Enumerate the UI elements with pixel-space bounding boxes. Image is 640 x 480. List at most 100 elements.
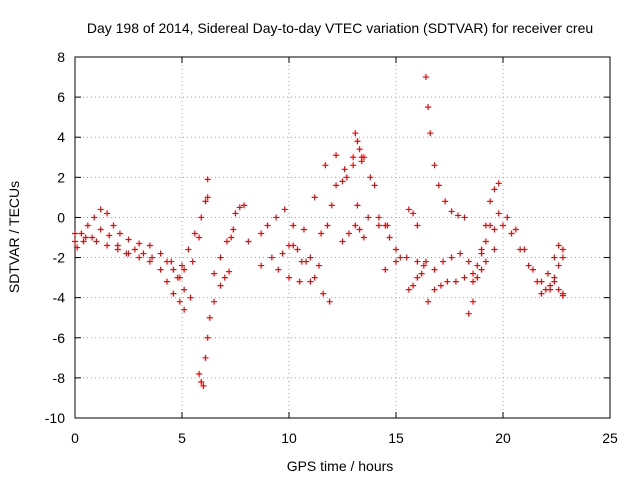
data-point (241, 202, 248, 209)
data-point (191, 230, 198, 237)
data-point (474, 262, 481, 269)
data-point (470, 270, 477, 277)
data-point (393, 246, 399, 253)
data-point (322, 162, 329, 169)
series-track-j (258, 152, 404, 269)
data-point (311, 194, 318, 201)
series-track-c (74, 226, 156, 261)
data-point (333, 182, 340, 189)
series-track-y (547, 254, 566, 293)
data-point (410, 210, 417, 217)
data-point (232, 210, 239, 217)
data-point (328, 202, 335, 209)
data-point (281, 206, 288, 213)
data-point (452, 278, 459, 285)
data-point (217, 254, 224, 261)
data-point (405, 286, 412, 293)
data-point (491, 246, 498, 253)
data-point (420, 262, 427, 269)
data-point (474, 274, 481, 281)
series-track-v (470, 210, 566, 299)
data-point (414, 274, 421, 281)
y-tick-label: 2 (57, 169, 65, 185)
data-point (431, 266, 438, 273)
data-point (333, 152, 340, 159)
data-point (136, 254, 143, 261)
data-point (204, 176, 211, 183)
y-tick-label: -6 (53, 330, 66, 346)
series-track-x (538, 242, 566, 297)
data-point (525, 262, 532, 269)
data-point (437, 282, 444, 289)
data-point (375, 214, 382, 221)
data-point (425, 298, 432, 305)
data-point (106, 232, 113, 239)
data-point (529, 266, 536, 273)
data-point (551, 254, 558, 261)
data-point (116, 230, 123, 237)
data-point (78, 230, 85, 237)
y-tick-label: 6 (57, 89, 65, 105)
data-point (226, 268, 233, 275)
data-point (559, 254, 566, 261)
data-point (202, 354, 209, 361)
data-point (461, 274, 468, 281)
data-point (149, 254, 156, 261)
data-point (290, 222, 297, 229)
data-point (461, 214, 468, 221)
data-point (93, 238, 100, 245)
data-point (279, 250, 286, 257)
data-point (478, 266, 485, 273)
series-track-w (482, 222, 566, 297)
series-track-a (72, 206, 188, 281)
data-point (268, 254, 275, 261)
data-point (345, 230, 352, 237)
data-point (164, 278, 171, 285)
data-point (200, 382, 207, 389)
data-point (478, 246, 485, 253)
data-point (555, 242, 562, 249)
data-point (440, 258, 447, 265)
data-point (206, 314, 213, 321)
data-point (352, 130, 359, 137)
data-point (131, 246, 138, 253)
data-point (204, 194, 211, 201)
data-point (365, 214, 372, 221)
y-tick-label: 4 (57, 129, 65, 145)
data-point (264, 222, 271, 229)
data-point (367, 174, 374, 181)
data-point (414, 258, 421, 265)
data-point (320, 290, 327, 297)
data-point (435, 182, 442, 189)
axis-ticks: -10 -8 -6 -4 -2 0 2 4 6 8 0 5 10 15 20 25 (45, 49, 618, 446)
data-point (72, 230, 78, 237)
plot-frame (74, 56, 611, 419)
x-tick-label: 10 (281, 430, 297, 446)
data-point (495, 180, 502, 187)
data-point (303, 258, 310, 265)
series-track-q (405, 206, 421, 229)
data-point (89, 234, 96, 241)
data-point (176, 298, 183, 305)
data-point (386, 234, 393, 241)
data-point (157, 266, 164, 273)
data-point (82, 234, 89, 241)
data-point (448, 254, 455, 261)
data-point (204, 334, 211, 341)
data-point (375, 222, 382, 229)
data-point (258, 262, 265, 269)
data-point (470, 298, 477, 305)
data-point (397, 254, 404, 261)
data-point (104, 242, 111, 249)
data-point (444, 278, 451, 285)
series-track-h (228, 202, 252, 245)
data-point (508, 230, 515, 237)
data-point (157, 250, 164, 257)
data-point (356, 226, 363, 233)
data-point (538, 290, 545, 297)
data-point (403, 254, 410, 261)
y-tick-label: -10 (45, 410, 65, 426)
data-point (258, 230, 265, 237)
data-point (371, 182, 378, 189)
